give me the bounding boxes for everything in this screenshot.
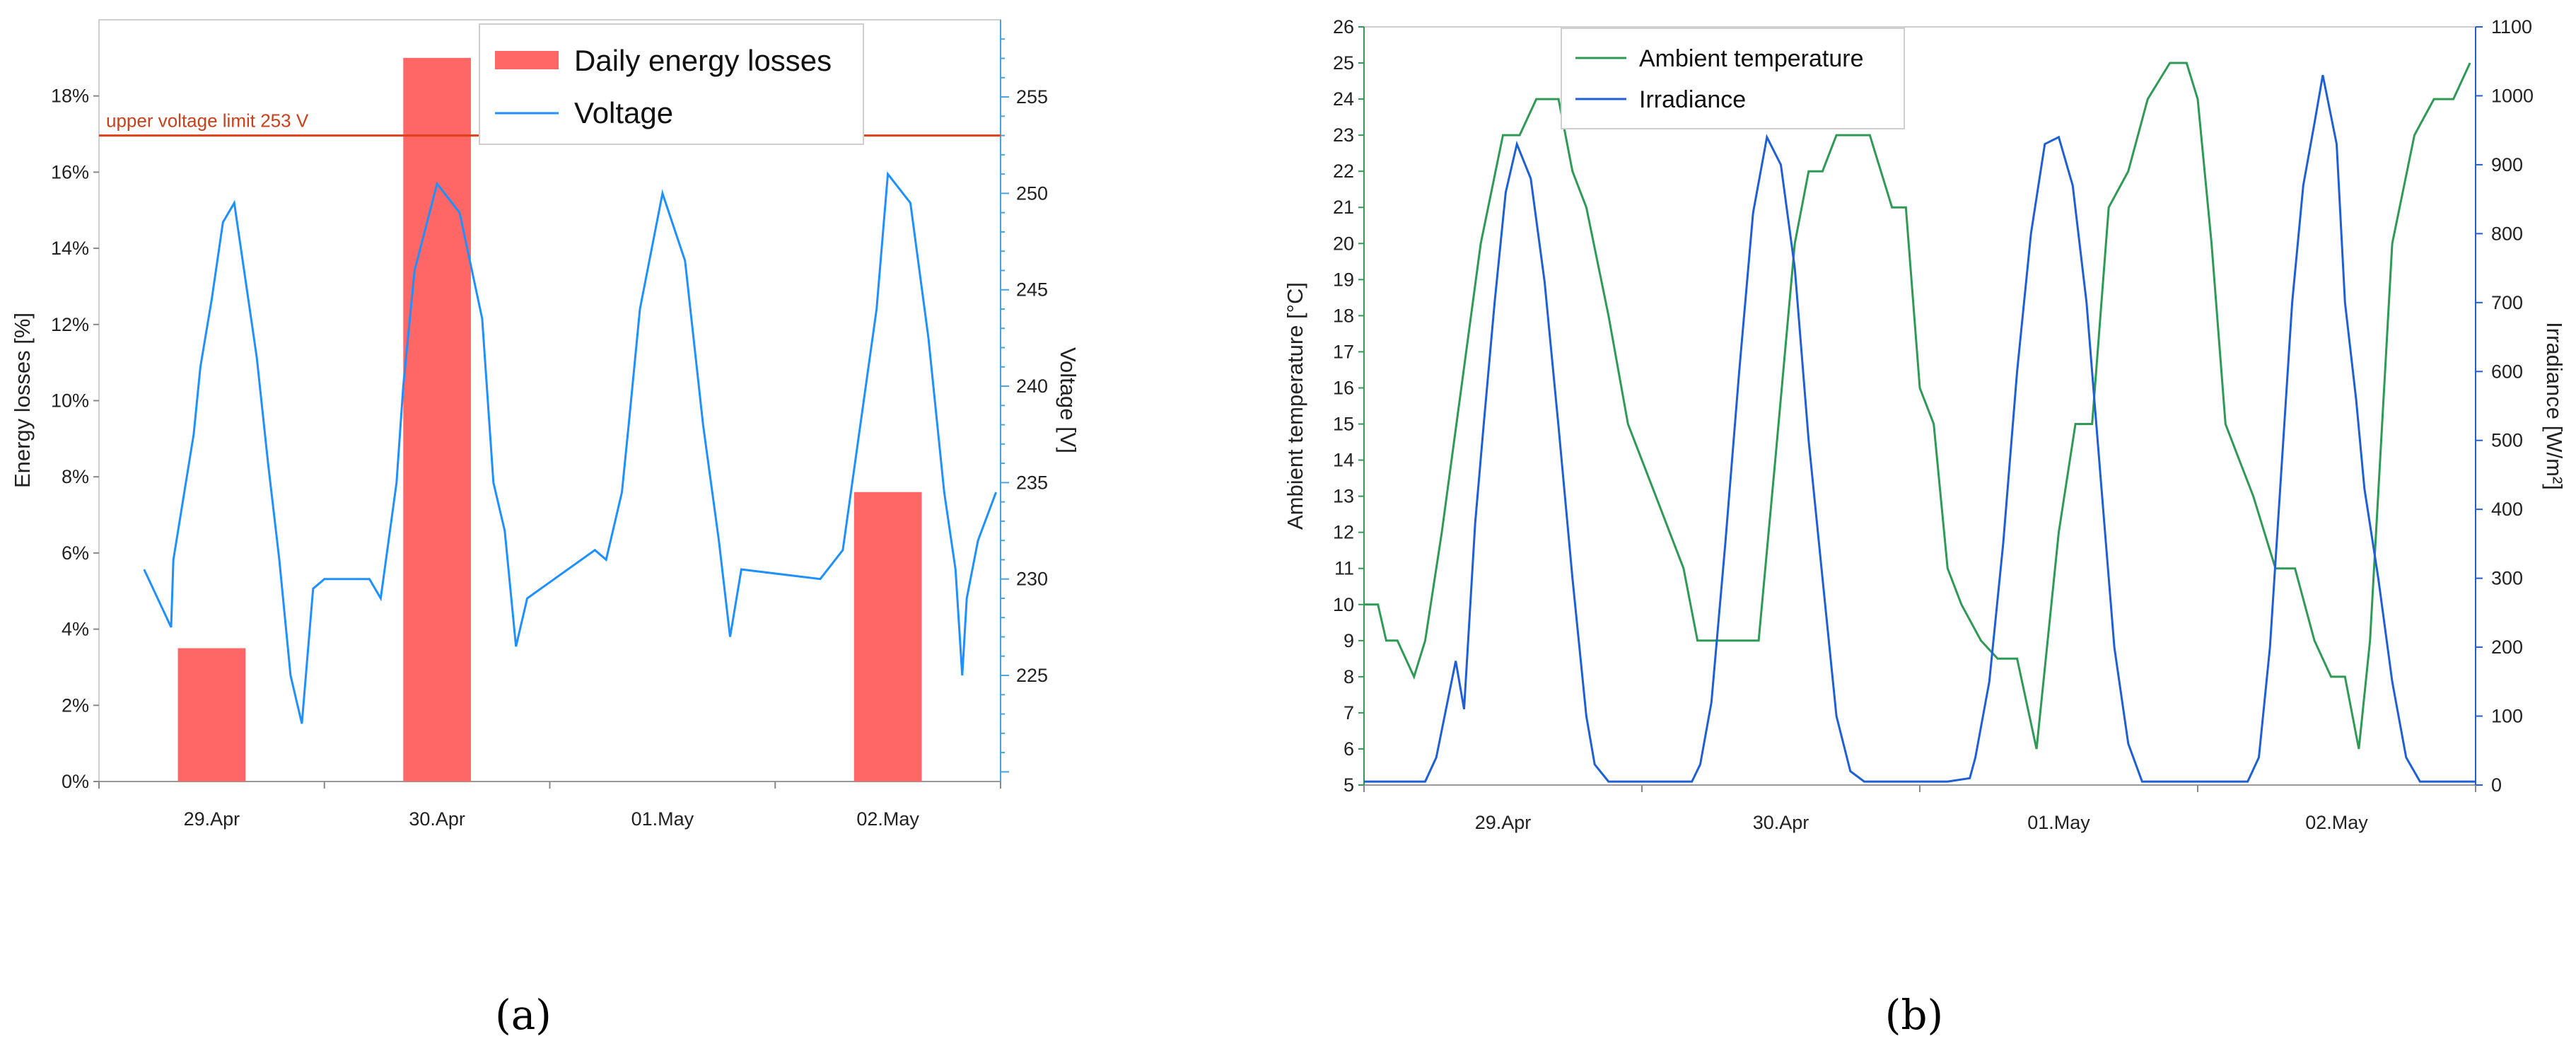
chart-a-left-tick-label: 10% [51,390,89,412]
chart-a: 0% 2% 4% 6% 8% 10% 12% 14% 16% 18% 225 230 235 240 24… [10,19,1080,1039]
chart-b-right-tick-label: 900 [2491,154,2523,175]
chart-b-right-tick-label: 800 [2491,223,2523,244]
chart-b-right-tick-label: 1100 [2491,16,2532,37]
chart-b-left-tick-label: 11 [1334,558,1354,579]
chart-a-voltage-line [143,171,998,724]
chart-b-right-tick-label: 700 [2491,292,2523,313]
chart-b-left-tick-label: 14 [1333,450,1354,471]
chart-b-left-tick-label: 5 [1344,774,1354,796]
chart-b-left-tick-label: 20 [1333,233,1354,254]
chart-b-right-tick-label: 600 [2491,361,2523,382]
chart-b-left-tick-label: 10 [1333,594,1354,615]
chart-a-right-axis-label: Voltage [V] [1056,347,1080,453]
chart-a-x-tick-label: 02.May [856,808,919,830]
chart-b-right-tick-label: 500 [2491,430,2523,451]
chart-b-right-axis-label: Irradiance [W/m²] [2542,322,2567,490]
chart-b-temperature-line [1364,62,2471,750]
chart-a-right-tick-label: 230 [1016,569,1048,590]
chart-a-right-tick-label: 225 [1016,665,1048,686]
chart-a-right-ticks: 225 230 235 240 245 250 255 [1001,38,1048,773]
chart-a-right-tick-label: 255 [1016,86,1048,107]
chart-a-right-tick-label: 235 [1016,472,1048,493]
chart-b-legend: Ambient temperature Irradiance [1561,28,1905,129]
chart-b-x-ticks: 29.Apr 30.Apr 01.May 02.May [1363,785,2476,833]
chart-b-left-tick-label: 18 [1333,305,1354,326]
chart-b-legend-label-irradiance: Irradiance [1639,86,1746,113]
chart-b-left-tick-label: 23 [1333,124,1354,146]
chart-b-left-tick-label: 22 [1333,161,1354,182]
chart-a-left-tick-label: 14% [51,238,89,259]
chart-b-left-tick-label: 19 [1333,269,1354,290]
chart-b-right-tick-label: 300 [2491,568,2523,589]
chart-b-right-tick-label: 0 [2491,774,2502,796]
chart-b-right-tick-label: 100 [2491,706,2523,727]
chart-a-legend: Daily energy losses Voltage [479,23,864,145]
chart-b: 567891011121314151617181920212223242526 … [1283,16,2567,1039]
chart-a-bars [177,57,922,782]
chart-a-right-tick-label: 250 [1016,182,1048,204]
chart-a-right-tick-label: 245 [1016,279,1048,301]
chart-b-legend-box [1561,28,1905,129]
chart-a-x-tick-label: 30.Apr [409,808,465,830]
chart-a-legend-label-losses: Daily energy losses [574,44,832,77]
chart-b-left-tick-label: 8 [1344,666,1354,687]
chart-b-x-tick-label: 02.May [2305,812,2368,833]
chart-a-left-axis-label: Energy losses [%] [10,313,35,488]
chart-b-x-tick-label: 29.Apr [1475,812,1532,833]
chart-a-left-tick-label: 8% [62,466,89,487]
chart-a-left-tick-label: 2% [62,695,89,716]
chart-a-legend-box [479,23,864,145]
chart-b-left-tick-label: 17 [1333,341,1354,362]
chart-b-left-tick-label: 13 [1333,486,1354,507]
chart-b-right-ticks: 0 100 200 300 400 500 600 700 800 900 1000 1100 [2476,16,2534,796]
chart-a-bar [177,648,246,781]
chart-a-x-tick-label: 01.May [631,808,694,830]
chart-a-left-tick-label: 18% [51,86,89,107]
chart-b-irradiance-line [1364,74,2476,783]
chart-a-x-ticks: 29.Apr 30.Apr 01.May 02.May [98,781,1001,830]
chart-a-left-tick-label: 4% [62,619,89,640]
chart-b-left-tick-label: 16 [1333,377,1354,398]
chart-a-right-tick-label: 240 [1016,376,1048,397]
chart-b-x-tick-label: 30.Apr [1753,812,1809,833]
chart-a-left-tick-label: 12% [51,314,89,335]
chart-b-left-tick-label: 24 [1333,88,1354,110]
chart-a-left-tick-label: 6% [62,542,89,564]
chart-b-x-tick-label: 01.May [2027,812,2090,833]
chart-a-bar [403,57,471,782]
chart-a-upper-voltage-limit-label: upper voltage limit 253 V [106,110,309,132]
chart-b-left-tick-label: 12 [1333,522,1354,543]
chart-a-caption: (a) [495,991,552,1039]
chart-b-legend-label-temperature: Ambient temperature [1639,45,1864,72]
chart-a-legend-label-voltage: Voltage [574,96,673,129]
chart-a-x-tick-label: 29.Apr [184,808,240,830]
chart-a-left-tick-label: 16% [51,161,89,182]
chart-a-left-ticks: 0% 2% 4% 6% 8% 10% 12% 14% 16% 18% [51,86,99,792]
chart-a-legend-swatch-bars [495,51,559,69]
chart-b-left-tick-label: 6 [1344,738,1354,760]
chart-b-left-axis-label: Ambient temperature [°C] [1283,282,1307,530]
chart-b-left-tick-label: 9 [1344,630,1354,651]
chart-b-caption: (b) [1885,991,1943,1039]
chart-b-left-ticks: 5 6 7 8 9 10 11 12 13 14 15 16 17 18 19 20 21 22 23 24 25 26 [1333,16,1364,796]
chart-b-left-tick-label: 15 [1333,414,1354,435]
chart-b-left-tick-label: 21 [1333,197,1354,218]
chart-a-bar [853,492,922,781]
chart-b-right-tick-label: 400 [2491,499,2523,520]
chart-b-left-tick-label: 26 [1333,16,1354,37]
chart-b-left-tick-label: 25 [1333,52,1354,74]
chart-b-right-tick-label: 1000 [2491,85,2534,106]
chart-b-right-tick-label: 200 [2491,637,2523,658]
chart-a-left-tick-label: 0% [62,771,89,792]
chart-b-plot-frame [1363,26,2476,786]
chart-b-left-tick-label: 7 [1344,702,1354,724]
